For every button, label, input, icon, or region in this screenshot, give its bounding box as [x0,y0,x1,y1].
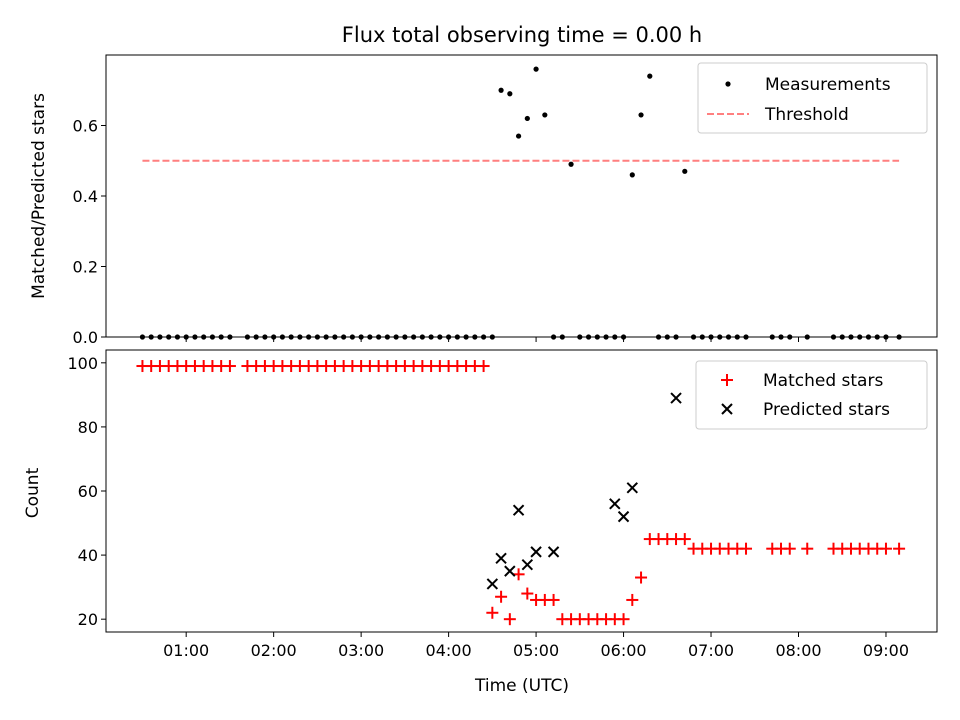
measurement-point [524,115,530,122]
matched-stars-point [617,613,630,626]
measurement-point [568,161,574,167]
matched-stars-point [477,360,490,373]
counts-x-axis-label: Time (UTC) [474,676,569,696]
measurements-panel: 0.0 0.2 0.4 0.6 Matched/Predicted stars Mea… [29,54,938,347]
measurements-legend: Measurements Threshold [697,62,928,134]
legend-matched-stars-label: Matched stars [763,371,883,391]
predicted-stars-point [486,578,499,590]
measurement-point [498,87,504,93]
matched-stars-point [486,606,499,619]
counts-x-ticks: 01:00 02:00 03:00 04:00 05:00 06:00 07:00 08:00… [163,632,909,660]
matched-stars-point [893,542,906,555]
predicted-stars-point [530,546,542,558]
predicted-stars-point [547,546,560,558]
counts-x-tick-label: 07:00 [688,641,734,660]
counts-panel: 20 40 60 80 100 01:00 02:00 03:00 04:00 05:00 06:… [23,349,938,696]
legend-measurements-marker [725,81,731,87]
chart-title: Flux total observing time = 0.00 h [342,23,702,47]
counts-legend: Matched stars Predicted stars [695,360,928,430]
counts-plot-area [136,360,906,626]
legend-threshold-label: Threshold [764,105,849,125]
counts-y-tick-label: 100 [67,354,98,373]
matched-stars-point [879,542,892,555]
measurement-point [542,112,548,118]
counts-x-tick-label: 03:00 [338,641,384,660]
counts-x-tick-label: 02:00 [251,641,297,660]
counts-y-tick-label: 60 [78,482,98,501]
counts-x-tick-label: 08:00 [775,641,821,660]
counts-y-axis-label: Count [23,467,43,518]
measurement-point [647,73,653,79]
matched-stars-point [512,568,525,581]
predicted-stars-point [617,510,630,523]
measurement-point [533,66,539,72]
matched-stars-point [547,593,560,606]
matched-stars-point [740,542,753,555]
matched-stars-point [495,590,508,603]
predicted-stars-point [670,392,682,404]
counts-x-tick-label: 06:00 [600,641,646,660]
predicted-stars-point [504,565,516,577]
counts-y-tick-label: 80 [78,418,98,437]
measurements-axes-frame [105,54,938,338]
predicted-stars-point [495,552,507,565]
matched-stars-point [678,533,691,546]
legend-predicted-stars-marker [721,403,733,415]
counts-y-tick-label: 20 [78,610,98,629]
measurement-point [515,133,522,139]
matched-stars-point [521,587,534,600]
measurements-legend-box [697,62,928,134]
measurements-y-tick-label: 0.2 [73,258,98,277]
counts-y-ticks: 20 40 60 80 100 [67,354,106,629]
legend-matched-stars-marker [721,374,733,386]
counts-x-tick-label: 09:00 [863,641,909,660]
counts-axes-frame [105,349,938,633]
measurement-point [638,112,644,118]
counts-legend-box [695,360,928,430]
measurements-y-tick-label: 0.0 [73,328,98,347]
matched-stars-point [783,542,796,555]
legend-predicted-stars-label: Predicted stars [763,400,890,420]
legend-measurements-label: Measurements [765,75,891,95]
counts-series-1 [486,392,682,590]
measurement-point [682,168,688,174]
counts-x-tick-label: 05:00 [513,641,559,660]
predicted-stars-point [609,498,621,510]
counts-series-0 [136,360,906,626]
predicted-stars-point [521,558,534,571]
measurements-y-tick-label: 0.6 [73,117,98,136]
measurements-y-axis-label: Matched/Predicted stars [29,93,49,299]
measurements-x-ticks [185,337,887,342]
predicted-stars-point [626,482,639,494]
counts-y-tick-label: 40 [78,546,98,565]
measurements-y-ticks: 0.0 0.2 0.4 0.6 [73,117,106,347]
measurement-point [629,172,635,178]
matched-stars-point [626,593,639,606]
measurements-y-tick-label: 0.4 [73,187,98,206]
counts-x-tick-label: 01:00 [163,641,209,660]
counts-x-tick-label: 04:00 [426,641,472,660]
matched-stars-point [801,542,814,555]
matched-stars-point [223,360,236,373]
matched-stars-point [503,613,516,626]
predicted-stars-point [512,504,525,516]
measurement-point [507,91,513,97]
matched-stars-point [635,571,648,584]
